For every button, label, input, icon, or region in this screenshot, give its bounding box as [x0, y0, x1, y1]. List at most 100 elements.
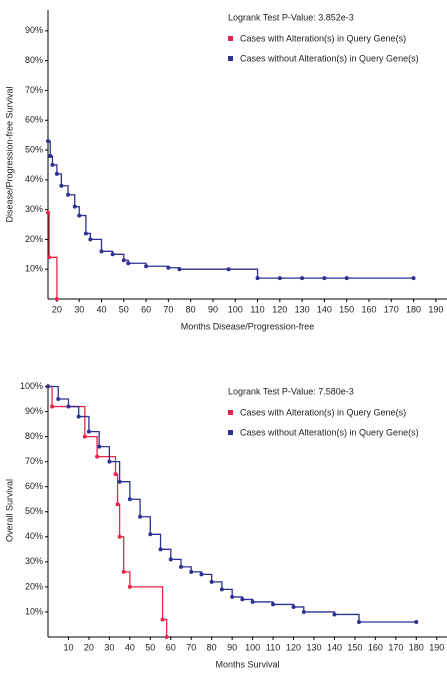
survival-line [48, 385, 168, 637]
censor-marker [76, 414, 81, 419]
x-tick-label: 120 [272, 304, 287, 314]
y-tick-label: 50% [25, 144, 43, 154]
censor-marker [83, 231, 88, 236]
x-tick-label: 40 [96, 304, 106, 314]
legend-label: Cases with Alteration(s) in Query Gene(s… [240, 407, 406, 417]
x-tick-label: 170 [388, 642, 403, 652]
y-tick-label: 40% [25, 174, 43, 184]
x-tick-label: 130 [306, 642, 321, 652]
censor-marker [59, 183, 64, 188]
censor-marker [219, 587, 224, 592]
y-tick-label: 70% [25, 456, 43, 466]
censor-marker [95, 454, 100, 459]
censor-marker [126, 261, 131, 266]
censor-marker [255, 276, 260, 281]
censor-marker [66, 192, 71, 197]
censor-marker [411, 276, 416, 281]
y-tick-label: 100% [20, 381, 43, 391]
x-tick-label: 120 [286, 642, 301, 652]
y-tick-label: 10% [25, 264, 43, 274]
y-tick-label: 80% [25, 431, 43, 441]
y-tick-label: 50% [25, 506, 43, 516]
x-tick-label: 170 [384, 304, 399, 314]
x-tick-label: 20 [52, 304, 62, 314]
censor-marker [138, 514, 143, 519]
censor-marker [148, 532, 153, 537]
y-tick-label: 70% [25, 85, 43, 95]
x-tick-label: 50 [119, 304, 129, 314]
legend-swatch [228, 56, 233, 61]
x-tick-label: 50 [145, 642, 155, 652]
censor-marker [179, 564, 183, 569]
y-tick-label: 60% [25, 481, 43, 491]
y-tick-label: 20% [25, 234, 43, 244]
censor-marker [127, 497, 132, 502]
censor-marker [72, 204, 77, 209]
x-tick-label: 60 [166, 642, 176, 652]
annotation: Logrank Test P-Value: 3.852e-3 [228, 12, 354, 22]
y-tick-label: 80% [25, 55, 43, 65]
x-tick-label: 150 [339, 304, 354, 314]
censor-marker [226, 267, 231, 272]
censor-marker [47, 255, 52, 260]
censor-marker [113, 472, 118, 477]
x-tick-label: 40 [125, 642, 135, 652]
censor-marker [54, 171, 59, 176]
x-tick-label: 110 [250, 304, 264, 314]
x-tick-label: 60 [141, 304, 151, 314]
censor-marker [164, 635, 169, 639]
censor-marker [414, 619, 419, 624]
x-tick-label: 90 [208, 304, 218, 314]
censor-marker [117, 534, 122, 539]
censor-marker [121, 569, 126, 574]
x-tick-label: 100 [228, 304, 243, 314]
censor-marker [322, 276, 327, 281]
y-tick-label: 90% [25, 25, 43, 35]
x-tick-label: 180 [409, 642, 424, 652]
survival-line [48, 140, 414, 279]
x-axis-label: Months Disease/Progression-free [181, 321, 315, 331]
legend-swatch [228, 410, 233, 415]
censor-marker [82, 434, 87, 439]
censor-marker [160, 617, 165, 622]
censor-marker [117, 479, 122, 484]
x-tick-label: 70 [186, 642, 196, 652]
censor-marker [110, 252, 115, 257]
censor-marker [50, 404, 55, 409]
censor-marker [168, 557, 173, 562]
x-tick-label: 70 [163, 304, 173, 314]
censor-marker [240, 597, 245, 602]
y-tick-label: 20% [25, 581, 43, 591]
y-tick-label: 90% [25, 406, 43, 416]
x-tick-label: 140 [317, 304, 332, 314]
survival-line [48, 385, 417, 623]
y-tick-label: 40% [25, 531, 43, 541]
x-tick-label: 80 [186, 304, 196, 314]
censor-marker [48, 153, 53, 158]
y-axis-label: Overall Survival [4, 479, 14, 542]
censor-marker [209, 579, 214, 584]
annotation: Logrank Test P-Value: 7.580e-3 [228, 386, 354, 396]
legend-swatch [228, 36, 233, 41]
x-tick-label: 150 [347, 642, 362, 652]
legend-swatch [228, 430, 233, 435]
y-tick-label: 60% [25, 115, 43, 125]
x-tick-label: 80 [207, 642, 217, 652]
censor-marker [121, 258, 126, 263]
x-tick-label: 10 [63, 642, 73, 652]
legend-label: Cases without Alteration(s) in Query Gen… [240, 53, 419, 63]
censor-marker [54, 297, 59, 301]
censor-marker [271, 602, 276, 607]
legend-label: Cases with Alteration(s) in Query Gene(s… [240, 33, 406, 43]
censor-marker [230, 594, 235, 599]
censor-marker [300, 276, 305, 281]
censor-marker [301, 609, 306, 614]
y-axis-label: Disease/Progression-free Survival [4, 86, 14, 222]
censor-marker [357, 619, 362, 624]
censor-marker [88, 237, 93, 242]
censor-marker [46, 139, 50, 144]
censor-marker [50, 162, 55, 167]
censor-marker [127, 584, 132, 589]
x-tick-label: 110 [266, 642, 280, 652]
